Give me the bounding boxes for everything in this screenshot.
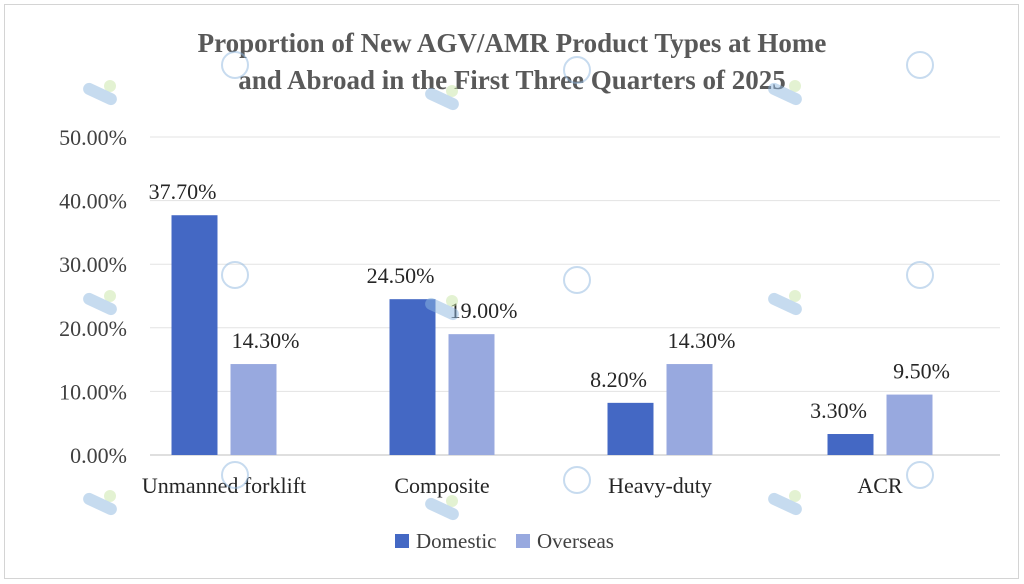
legend-swatch-overseas xyxy=(516,534,530,548)
bar-domestic xyxy=(607,402,654,455)
legend-swatch-domestic xyxy=(395,534,409,548)
bar-overseas xyxy=(666,364,713,455)
chart-frame xyxy=(4,4,1019,579)
data-label: 14.30% xyxy=(232,328,300,353)
x-category-label: Composite xyxy=(394,473,489,498)
legend-label-overseas: Overseas xyxy=(537,529,614,553)
bar-domestic xyxy=(389,299,436,455)
watermark-logo xyxy=(768,261,934,316)
x-category-label: Unmanned forklift xyxy=(142,473,306,498)
watermark-logo xyxy=(425,266,591,321)
y-tick-label: 30.00% xyxy=(59,252,127,277)
y-tick-label: 10.00% xyxy=(59,379,127,404)
legend-label-domestic: Domestic xyxy=(416,529,496,553)
chart-title-line-1: Proportion of New AGV/AMR Product Types … xyxy=(198,28,827,58)
y-tick-label: 20.00% xyxy=(59,316,127,341)
data-label: 14.30% xyxy=(668,328,736,353)
y-tick-label: 50.00% xyxy=(59,125,127,150)
data-label: 8.20% xyxy=(590,367,647,392)
data-label: 19.00% xyxy=(450,298,518,323)
data-label: 37.70% xyxy=(149,179,217,204)
bar-domestic xyxy=(171,215,218,455)
watermark-logo xyxy=(83,51,249,106)
bar-domestic xyxy=(827,434,874,455)
bar-overseas xyxy=(230,364,277,455)
x-category-label: ACR xyxy=(857,473,903,498)
bar-overseas xyxy=(886,394,933,455)
chart-title-line-2: and Abroad in the First Three Quarters o… xyxy=(238,65,786,95)
bar-overseas xyxy=(448,334,495,455)
data-label: 24.50% xyxy=(367,263,435,288)
watermark-logo xyxy=(425,56,591,111)
y-tick-label: 0.00% xyxy=(70,443,127,468)
x-category-label: Heavy-duty xyxy=(608,473,712,498)
watermark-logo xyxy=(768,461,934,516)
watermark-logo xyxy=(768,51,934,106)
watermark-logo xyxy=(83,261,249,316)
watermark-logo xyxy=(425,466,591,521)
data-label: 3.30% xyxy=(810,398,867,423)
data-label: 9.50% xyxy=(893,359,950,384)
watermark-logo xyxy=(83,461,249,516)
y-tick-label: 40.00% xyxy=(59,189,127,214)
